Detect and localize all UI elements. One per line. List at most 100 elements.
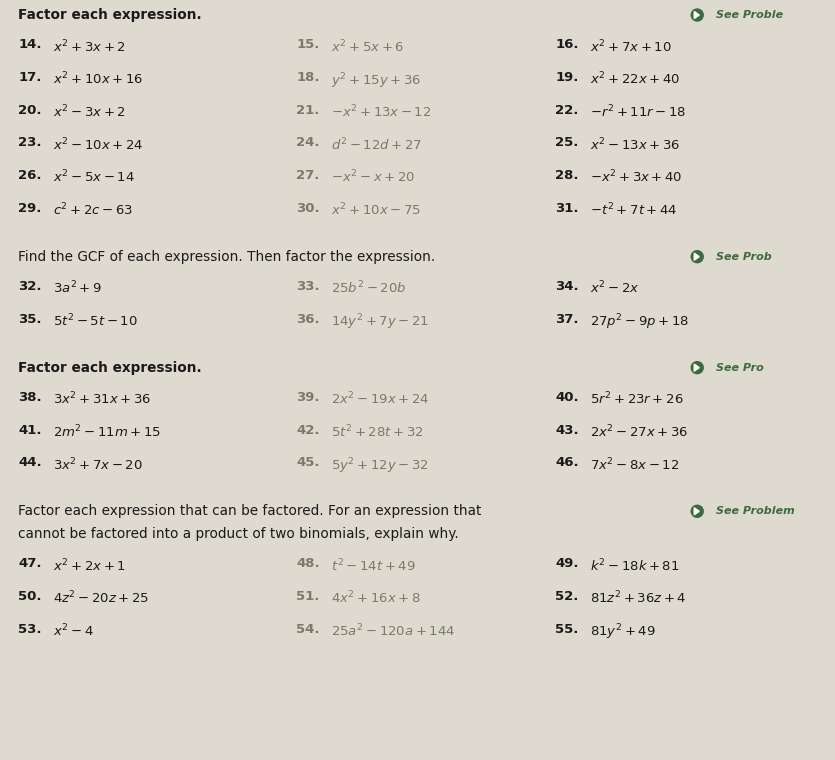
Text: 51.: 51.: [296, 591, 320, 603]
Text: $2x^2-19x+24$: $2x^2-19x+24$: [331, 391, 430, 407]
Text: $x^2+10x+16$: $x^2+10x+16$: [53, 71, 144, 87]
Text: $d^2-12d+27$: $d^2-12d+27$: [331, 137, 423, 153]
Text: 18.: 18.: [296, 71, 320, 84]
Text: $x^2-5x-14$: $x^2-5x-14$: [53, 169, 135, 185]
Text: 44.: 44.: [18, 457, 42, 470]
Text: $-x^2+3x+40$: $-x^2+3x+40$: [590, 169, 683, 185]
Text: $y^2+15y+36$: $y^2+15y+36$: [331, 71, 422, 90]
Text: $c^2+2c-63$: $c^2+2c-63$: [53, 202, 134, 218]
Text: $x^2-4$: $x^2-4$: [53, 623, 94, 639]
Text: Factor each expression that can be factored. For an expression that: Factor each expression that can be facto…: [18, 505, 482, 518]
Text: 39.: 39.: [296, 391, 320, 404]
Text: $4x^2+16x+8$: $4x^2+16x+8$: [331, 591, 422, 606]
Text: $5r^2+23r+26$: $5r^2+23r+26$: [590, 391, 684, 407]
Text: cannot be factored into a product of two binomials, explain why.: cannot be factored into a product of two…: [18, 527, 459, 541]
Text: 16.: 16.: [555, 39, 579, 52]
Text: 25.: 25.: [555, 137, 579, 150]
Text: 49.: 49.: [555, 558, 579, 571]
Circle shape: [691, 362, 703, 374]
Text: 46.: 46.: [555, 457, 579, 470]
Text: 17.: 17.: [18, 71, 42, 84]
Text: $5t^2-5t-10$: $5t^2-5t-10$: [53, 313, 139, 329]
Circle shape: [691, 9, 703, 21]
Text: $7x^2-8x-12$: $7x^2-8x-12$: [590, 457, 680, 473]
Text: $5t^2+28t+32$: $5t^2+28t+32$: [331, 424, 424, 440]
Polygon shape: [694, 508, 699, 515]
Text: $2x^2-27x+36$: $2x^2-27x+36$: [590, 424, 689, 440]
Text: 45.: 45.: [296, 457, 320, 470]
Text: $x^2+22x+40$: $x^2+22x+40$: [590, 71, 681, 87]
Text: 20.: 20.: [18, 104, 42, 117]
Text: $-x^2-x+20$: $-x^2-x+20$: [331, 169, 416, 185]
Text: $x^2-13x+36$: $x^2-13x+36$: [590, 137, 681, 153]
Text: $3a^2+9$: $3a^2+9$: [53, 280, 103, 296]
Text: $x^2+10x-75$: $x^2+10x-75$: [331, 202, 422, 218]
Text: 41.: 41.: [18, 424, 42, 437]
Text: $81y^2+49$: $81y^2+49$: [590, 623, 656, 642]
Text: $k^2-18k+81$: $k^2-18k+81$: [590, 558, 680, 574]
Text: 38.: 38.: [18, 391, 42, 404]
Text: 30.: 30.: [296, 202, 320, 215]
Text: 52.: 52.: [555, 591, 579, 603]
Text: See Pro: See Pro: [716, 363, 764, 372]
Text: $-t^2+7t+44$: $-t^2+7t+44$: [590, 202, 678, 218]
Text: See Problem: See Problem: [716, 506, 795, 516]
Text: 47.: 47.: [18, 558, 42, 571]
Text: $4z^2-20z+25$: $4z^2-20z+25$: [53, 591, 149, 606]
Text: 31.: 31.: [555, 202, 579, 215]
Text: $3x^2+31x+36$: $3x^2+31x+36$: [53, 391, 152, 407]
Text: 50.: 50.: [18, 591, 42, 603]
Text: $3x^2+7x-20$: $3x^2+7x-20$: [53, 457, 144, 473]
Text: 29.: 29.: [18, 202, 42, 215]
Text: 32.: 32.: [18, 280, 42, 293]
Text: $x^2+2x+1$: $x^2+2x+1$: [53, 558, 126, 574]
Text: $x^2+5x+6$: $x^2+5x+6$: [331, 39, 405, 55]
Text: 19.: 19.: [555, 71, 579, 84]
Text: 33.: 33.: [296, 280, 320, 293]
Text: 37.: 37.: [555, 313, 579, 326]
Text: 24.: 24.: [296, 137, 320, 150]
Text: $x^2+7x+10$: $x^2+7x+10$: [590, 39, 672, 55]
Text: $5y^2+12y-32$: $5y^2+12y-32$: [331, 457, 429, 476]
Text: 53.: 53.: [18, 623, 42, 636]
Text: $2m^2-11m+15$: $2m^2-11m+15$: [53, 424, 162, 440]
Text: 43.: 43.: [555, 424, 579, 437]
Text: 26.: 26.: [18, 169, 42, 182]
Text: $-x^2+13x-12$: $-x^2+13x-12$: [331, 104, 432, 120]
Text: $25b^2-20b$: $25b^2-20b$: [331, 280, 407, 296]
Text: $14y^2+7y-21$: $14y^2+7y-21$: [331, 313, 429, 332]
Text: 48.: 48.: [296, 558, 320, 571]
Text: Find the GCF of each expression. Then factor the expression.: Find the GCF of each expression. Then fa…: [18, 250, 436, 264]
Text: $27p^2-9p+18$: $27p^2-9p+18$: [590, 313, 690, 332]
Text: See Prob: See Prob: [716, 252, 772, 261]
Text: 15.: 15.: [296, 39, 320, 52]
Text: $x^2-3x+2$: $x^2-3x+2$: [53, 104, 126, 120]
Text: 21.: 21.: [296, 104, 320, 117]
Circle shape: [691, 251, 703, 263]
Text: 27.: 27.: [296, 169, 320, 182]
Text: $x^2-10x+24$: $x^2-10x+24$: [53, 137, 144, 153]
Text: 40.: 40.: [555, 391, 579, 404]
Text: 42.: 42.: [296, 424, 320, 437]
Text: $81z^2+36z+4$: $81z^2+36z+4$: [590, 591, 687, 606]
Text: $t^2-14t+49$: $t^2-14t+49$: [331, 558, 417, 574]
Text: 54.: 54.: [296, 623, 320, 636]
Text: 28.: 28.: [555, 169, 579, 182]
Text: 14.: 14.: [18, 39, 42, 52]
Text: Factor each expression.: Factor each expression.: [18, 361, 202, 375]
Polygon shape: [694, 253, 699, 260]
Text: See Proble: See Proble: [716, 10, 783, 20]
Text: 22.: 22.: [555, 104, 579, 117]
Text: 55.: 55.: [555, 623, 579, 636]
Text: $x^2+3x+2$: $x^2+3x+2$: [53, 39, 126, 55]
Text: $x^2-2x$: $x^2-2x$: [590, 280, 640, 296]
Text: $-r^2+11r-18$: $-r^2+11r-18$: [590, 104, 686, 120]
Polygon shape: [694, 11, 699, 18]
Text: Factor each expression.: Factor each expression.: [18, 8, 202, 22]
Text: 23.: 23.: [18, 137, 42, 150]
Text: $25a^2-120a+144$: $25a^2-120a+144$: [331, 623, 456, 639]
Polygon shape: [694, 364, 699, 371]
Text: 35.: 35.: [18, 313, 42, 326]
Text: 34.: 34.: [555, 280, 579, 293]
Text: 36.: 36.: [296, 313, 320, 326]
